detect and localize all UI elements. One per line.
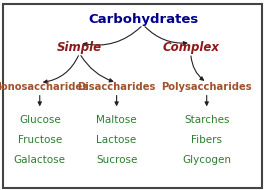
Text: Fructose: Fructose [18,135,62,145]
Text: Maltose: Maltose [96,115,137,125]
Text: Starches: Starches [184,115,229,125]
Text: Lactose: Lactose [96,135,137,145]
Text: Disaccharides: Disaccharides [77,82,156,92]
Text: Polysaccharides: Polysaccharides [161,82,252,92]
Text: Glycogen: Glycogen [182,155,231,165]
Text: Complex: Complex [162,41,219,54]
Text: Carbohydrates: Carbohydrates [88,13,198,26]
Text: Monosaccharides: Monosaccharides [0,82,88,92]
Text: Glucose: Glucose [19,115,61,125]
Text: Sucrose: Sucrose [96,155,137,165]
Text: Simple: Simple [57,41,102,54]
Text: Galactose: Galactose [14,155,66,165]
Text: Fibers: Fibers [191,135,222,145]
